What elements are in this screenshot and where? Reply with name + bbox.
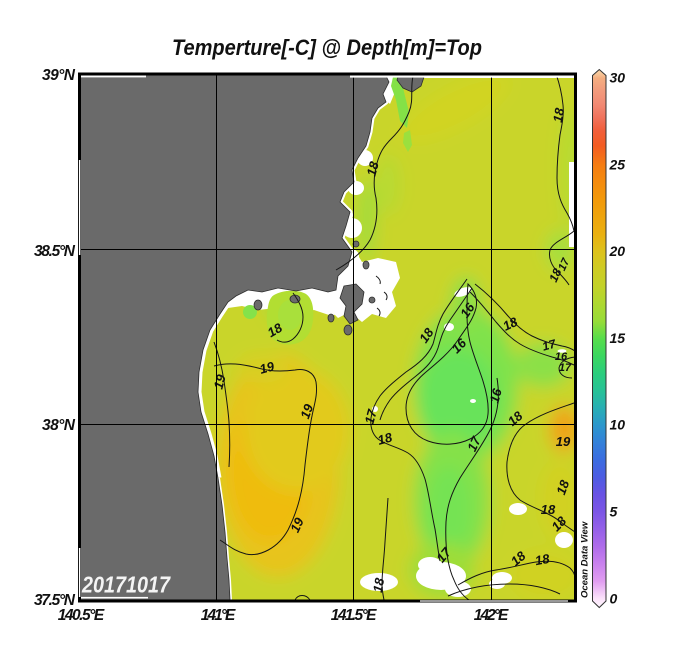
svg-text:19: 19 (258, 358, 277, 376)
svg-text:19: 19 (287, 515, 307, 535)
svg-text:141°E: 141°E (201, 607, 236, 624)
svg-text:17: 17 (559, 362, 572, 374)
svg-text:140.5°E: 140.5°E (58, 607, 105, 624)
svg-text:18: 18 (541, 502, 556, 517)
svg-text:18: 18 (376, 429, 395, 447)
svg-text:38.5°N: 38.5°N (34, 243, 76, 260)
svg-text:18: 18 (364, 159, 382, 178)
svg-text:Ocean Data View: Ocean Data View (580, 521, 591, 598)
svg-text:17: 17 (362, 407, 380, 426)
svg-text:20: 20 (609, 243, 626, 259)
svg-text:30: 30 (610, 70, 626, 86)
svg-text:17: 17 (464, 434, 484, 454)
svg-text:141.5°E: 141.5°E (331, 607, 377, 624)
svg-text:142°E: 142°E (474, 607, 509, 624)
svg-text:25: 25 (609, 156, 626, 172)
svg-text:18: 18 (534, 551, 552, 568)
svg-text:0: 0 (610, 590, 618, 606)
svg-text:38°N: 38°N (42, 417, 76, 434)
svg-text:20171017: 20171017 (81, 572, 171, 598)
svg-text:39°N: 39°N (42, 67, 76, 84)
svg-text:18: 18 (553, 477, 572, 496)
svg-text:15: 15 (610, 330, 626, 346)
svg-text:19: 19 (211, 372, 229, 391)
svg-text:17: 17 (541, 336, 559, 353)
svg-text:37.5°N: 37.5°N (34, 592, 76, 609)
svg-text:5: 5 (610, 504, 618, 520)
svg-text:10: 10 (610, 417, 626, 433)
svg-text:18: 18 (550, 106, 567, 124)
svg-text:19: 19 (556, 434, 571, 449)
svg-text:18: 18 (500, 314, 520, 334)
svg-text:18: 18 (370, 576, 387, 594)
svg-text:18: 18 (546, 266, 564, 284)
svg-text:16: 16 (555, 351, 568, 363)
svg-text:Temperture[-C] @ Depth[m]=Top: Temperture[-C] @ Depth[m]=Top (172, 35, 482, 60)
svg-text:19: 19 (297, 401, 316, 420)
svg-text:17: 17 (556, 256, 572, 273)
